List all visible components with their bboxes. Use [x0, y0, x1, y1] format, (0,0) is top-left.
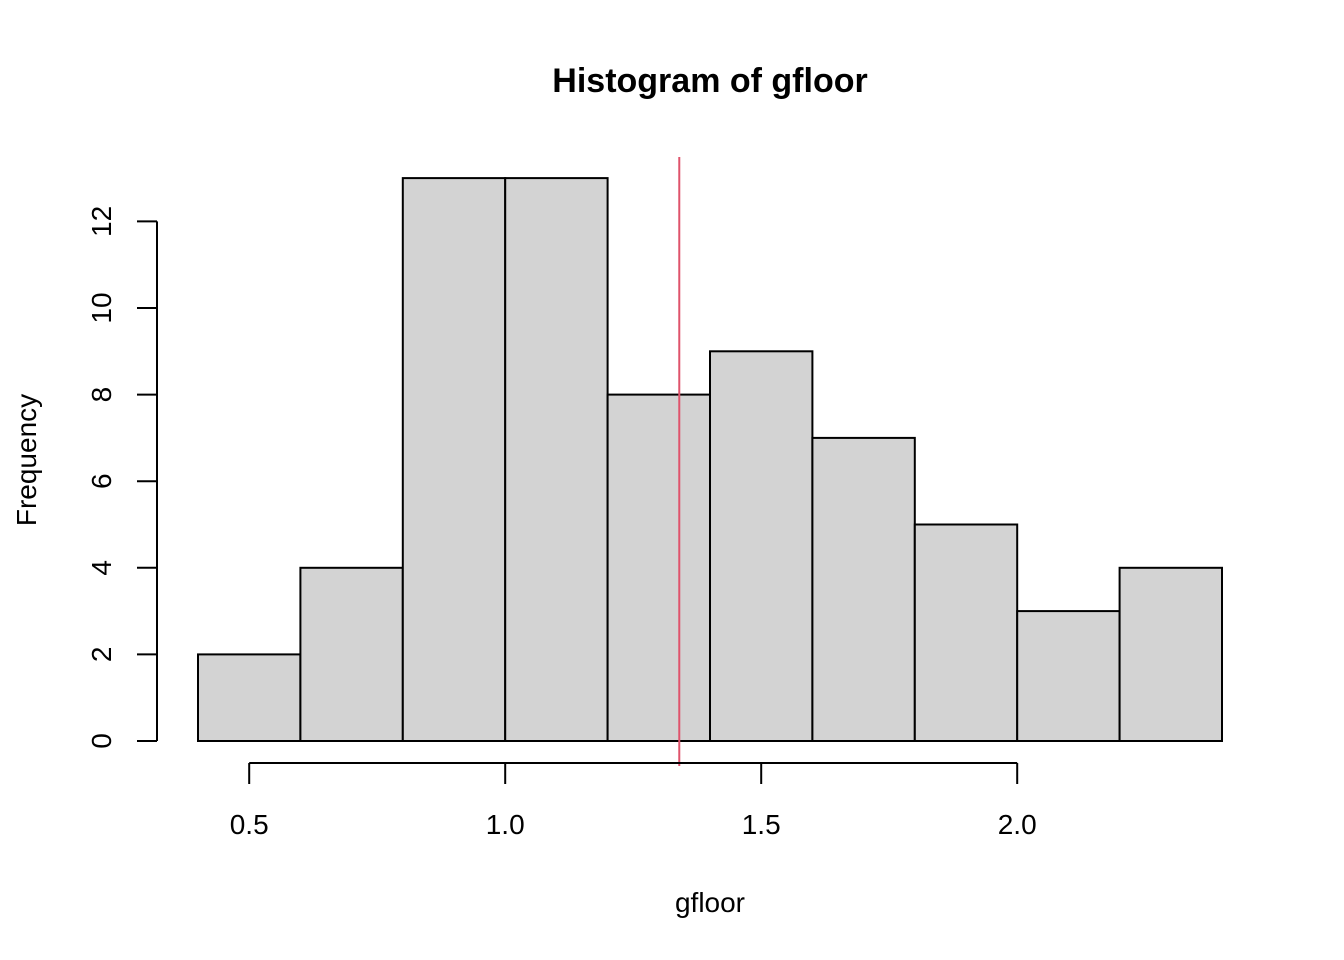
y-tick-label: 2 — [86, 647, 117, 663]
histogram-bar — [913, 523, 1019, 742]
histogram-bar — [1118, 566, 1223, 742]
histogram-bar — [401, 177, 507, 743]
x-axis: 0.5 1.0 1.5 2.0 — [230, 762, 1037, 840]
histogram-bar — [299, 566, 404, 742]
y-tick-label: 0 — [86, 733, 117, 749]
y-axis: 0 2 4 6 8 10 12 — [86, 206, 158, 749]
y-tick-label: 6 — [86, 473, 117, 489]
histogram-bar — [197, 653, 302, 743]
histogram-bar — [504, 177, 609, 743]
histogram-bar — [709, 350, 814, 742]
bars-group — [197, 177, 1223, 743]
y-tick-label: 12 — [86, 206, 117, 237]
y-tick-label: 4 — [86, 560, 117, 576]
x-axis-label: gfloor — [675, 887, 745, 918]
x-tick-label: 1.0 — [486, 809, 525, 840]
chart-title: Histogram of gfloor — [552, 62, 867, 100]
y-axis-label: Frequency — [11, 394, 42, 526]
histogram-bar — [811, 436, 916, 742]
x-tick-label: 1.5 — [742, 809, 781, 840]
x-tick-label: 2.0 — [998, 809, 1037, 840]
histogram-bar — [606, 393, 711, 742]
histogram-bar — [1016, 610, 1121, 742]
x-tick-label: 0.5 — [230, 809, 269, 840]
y-tick-label: 8 — [86, 387, 117, 403]
y-tick-label: 10 — [86, 292, 117, 323]
